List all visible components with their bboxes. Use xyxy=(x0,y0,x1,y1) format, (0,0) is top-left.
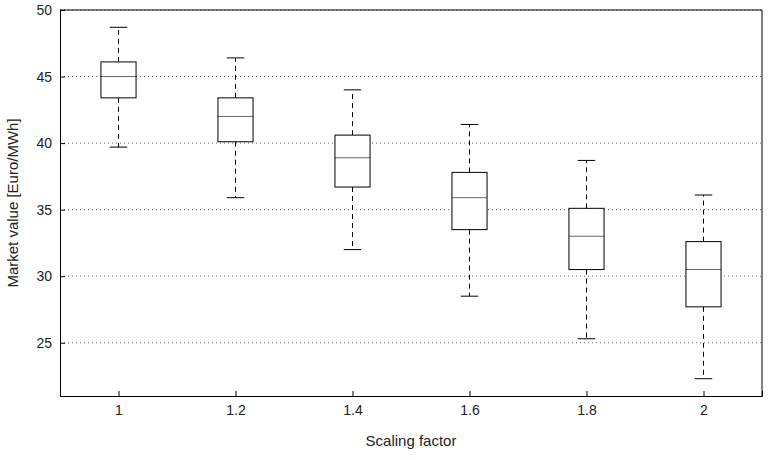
tick-mark xyxy=(704,391,705,396)
whisker-cap xyxy=(695,195,713,196)
tick: 1.8 xyxy=(577,391,597,418)
box xyxy=(218,98,253,142)
median xyxy=(686,269,721,270)
grid-line xyxy=(60,10,762,11)
whisker-cap xyxy=(578,338,596,339)
y-axis: 25 30 35 40 45 50 xyxy=(36,2,65,397)
tick-label: 1.4 xyxy=(343,402,363,418)
whisker xyxy=(586,270,587,339)
whisker-cap xyxy=(461,296,479,297)
whisker-cap xyxy=(110,27,128,28)
grid-line xyxy=(60,276,762,277)
axis-line xyxy=(61,11,66,397)
median xyxy=(101,76,136,77)
x-axis: 1 1.2 1.4 1.6 1.8 2 xyxy=(61,391,763,418)
box xyxy=(569,208,604,269)
tick: 25 xyxy=(36,335,65,351)
median xyxy=(335,157,370,158)
tick-label: 25 xyxy=(36,335,52,351)
tick: 1.4 xyxy=(343,391,363,418)
tick-label: 35 xyxy=(36,202,52,218)
whisker-cap xyxy=(344,89,362,90)
whisker xyxy=(118,98,119,147)
tick: 1.6 xyxy=(460,391,480,418)
whisker xyxy=(469,124,470,172)
x-axis-title: Scaling factor xyxy=(366,432,457,449)
median xyxy=(452,197,487,198)
tick-mark xyxy=(60,276,65,277)
tick: 40 xyxy=(36,135,65,151)
tick: 1 xyxy=(115,391,123,418)
tick-mark xyxy=(470,391,471,396)
whisker-cap xyxy=(110,147,128,148)
frame xyxy=(762,10,763,396)
boxes xyxy=(101,27,721,378)
box-group xyxy=(569,160,604,338)
tick-label: 1.6 xyxy=(460,402,480,418)
tick-label: 2 xyxy=(700,402,708,418)
tick-mark xyxy=(60,10,65,11)
whisker xyxy=(586,160,587,208)
y-axis-title: Market value [Euro/MWh] xyxy=(4,118,21,287)
box-group xyxy=(335,90,370,250)
tick-mark xyxy=(60,143,65,144)
tick: 45 xyxy=(36,69,65,85)
tick: 1.2 xyxy=(226,391,246,418)
tick-mark xyxy=(60,343,65,344)
grid-line xyxy=(60,143,762,144)
plot-area: 25 30 35 40 45 50 1 1.2 1.4 1.6 1.8 2 xyxy=(36,2,762,418)
box xyxy=(686,242,721,307)
box-group xyxy=(686,195,721,379)
whisker-cap xyxy=(227,57,245,58)
tick-mark xyxy=(60,210,65,211)
whisker xyxy=(703,307,704,379)
grid-line xyxy=(60,209,762,210)
whisker-cap xyxy=(344,249,362,250)
box xyxy=(101,62,136,98)
whisker xyxy=(235,58,236,98)
tick-label: 30 xyxy=(36,268,52,284)
whisker xyxy=(352,90,353,135)
tick: 2 xyxy=(700,391,708,418)
whisker-cap xyxy=(578,160,596,161)
whisker-cap xyxy=(461,124,479,125)
tick-label: 1.2 xyxy=(226,402,246,418)
tick: 30 xyxy=(36,268,65,284)
median xyxy=(218,116,253,117)
median xyxy=(569,236,604,237)
whisker xyxy=(118,27,119,62)
tick-label: 1.8 xyxy=(577,402,597,418)
grid xyxy=(60,10,762,343)
tick-label: 45 xyxy=(36,69,52,85)
whisker xyxy=(352,187,353,250)
tick-mark xyxy=(119,391,120,396)
box-group xyxy=(218,58,253,198)
axis-line xyxy=(61,391,763,397)
grid-line xyxy=(60,76,762,77)
whisker xyxy=(703,195,704,242)
box-group xyxy=(101,27,136,147)
box-group xyxy=(452,124,487,296)
whisker-cap xyxy=(227,197,245,198)
box xyxy=(452,172,487,229)
tick-mark xyxy=(353,391,354,396)
tick-mark xyxy=(587,391,588,396)
tick-label: 50 xyxy=(36,2,52,18)
tick: 50 xyxy=(36,2,65,18)
tick-mark xyxy=(60,77,65,78)
tick-mark xyxy=(236,391,237,396)
whisker xyxy=(235,142,236,198)
whisker-cap xyxy=(695,378,713,379)
tick-label: 1 xyxy=(115,402,123,418)
tick-label: 40 xyxy=(36,135,52,151)
chart: 25 30 35 40 45 50 1 1.2 1.4 1.6 1.8 2 Scaling factor… xyxy=(0,0,770,460)
frame xyxy=(60,10,762,11)
tick: 35 xyxy=(36,202,65,218)
whisker xyxy=(469,230,470,297)
grid-line xyxy=(60,342,762,343)
box xyxy=(335,135,370,187)
